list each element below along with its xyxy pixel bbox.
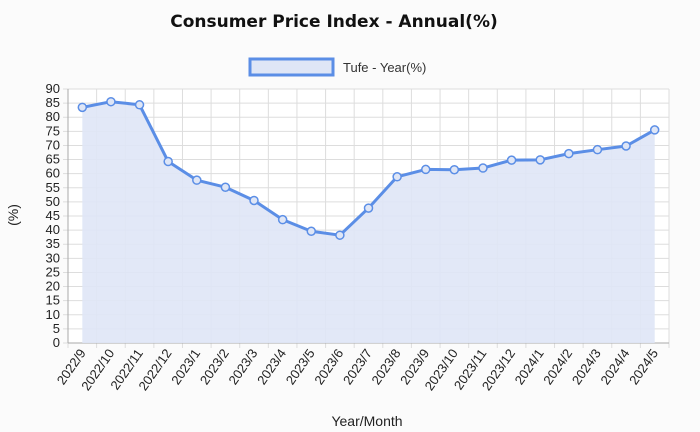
data-point[interactable]: [449, 164, 460, 175]
x-tick-label: 2023/6: [311, 346, 346, 387]
data-point[interactable]: [564, 148, 574, 159]
y-tick-label: 60: [46, 166, 60, 181]
y-tick-label: 35: [46, 236, 60, 251]
x-axis-ticks: 2022/92022/102022/112022/122023/12023/22…: [54, 346, 661, 393]
y-tick-label: 40: [46, 222, 60, 237]
x-tick-label: 2024/3: [569, 346, 604, 387]
data-point[interactable]: [535, 155, 545, 165]
data-points-layer: [77, 96, 660, 240]
x-tick-label: 2023/8: [368, 346, 403, 387]
y-tick-label: 50: [46, 194, 60, 209]
data-point[interactable]: [478, 163, 488, 173]
data-point[interactable]: [649, 125, 660, 135]
data-point[interactable]: [392, 172, 402, 182]
data-point[interactable]: [621, 141, 631, 151]
legend[interactable]: Tufe - Year(%): [248, 57, 426, 77]
data-point[interactable]: [420, 164, 431, 175]
y-tick-label: 55: [46, 180, 60, 195]
y-tick-label: 85: [46, 95, 60, 110]
x-tick-label: 2024/4: [597, 346, 632, 387]
x-tick-label: 2023/1: [168, 346, 203, 387]
data-point[interactable]: [134, 100, 145, 110]
y-tick-label: 15: [46, 293, 60, 308]
y-tick-label: 70: [46, 137, 60, 152]
legend-swatch[interactable]: [248, 57, 335, 77]
x-tick-label: 2023/3: [225, 346, 260, 387]
data-point[interactable]: [220, 182, 231, 192]
y-tick-label: 45: [46, 208, 60, 223]
x-tick-label: 2024/5: [626, 346, 661, 387]
y-tick-label: 80: [46, 109, 60, 124]
x-tick-label: 2024/2: [540, 346, 575, 387]
y-tick-label: 5: [53, 321, 60, 336]
x-tick-label: 2023/5: [283, 346, 318, 387]
y-tick-label: 20: [46, 279, 60, 294]
x-axis-label: Year/Month: [331, 413, 402, 429]
data-point[interactable]: [592, 144, 603, 155]
x-tick-label: 2023/4: [254, 346, 289, 387]
y-tick-label: 65: [46, 152, 60, 167]
y-axis-label: (%): [5, 204, 21, 226]
x-tick-label: 2024/1: [512, 346, 547, 387]
y-tick-label: 75: [46, 123, 60, 138]
data-point[interactable]: [363, 203, 374, 213]
legend-label[interactable]: Tufe - Year(%): [343, 60, 426, 75]
y-tick-label: 30: [46, 250, 60, 265]
y-tick-label: 10: [46, 307, 60, 322]
data-point[interactable]: [163, 156, 173, 167]
data-point[interactable]: [335, 230, 345, 240]
data-point[interactable]: [506, 155, 517, 165]
data-point[interactable]: [306, 226, 317, 236]
data-point[interactable]: [249, 195, 259, 206]
x-tick-label: 2023/2: [197, 346, 232, 387]
y-tick-label: 0: [53, 335, 60, 350]
y-tick-label: 90: [46, 81, 60, 96]
data-point[interactable]: [77, 102, 88, 113]
x-tick-label: 2023/7: [340, 346, 375, 387]
data-point[interactable]: [192, 175, 202, 185]
data-point[interactable]: [277, 214, 288, 225]
chart-title: Consumer Price Index - Annual(%): [170, 12, 498, 32]
data-point[interactable]: [106, 96, 116, 107]
y-tick-label: 25: [46, 264, 60, 279]
